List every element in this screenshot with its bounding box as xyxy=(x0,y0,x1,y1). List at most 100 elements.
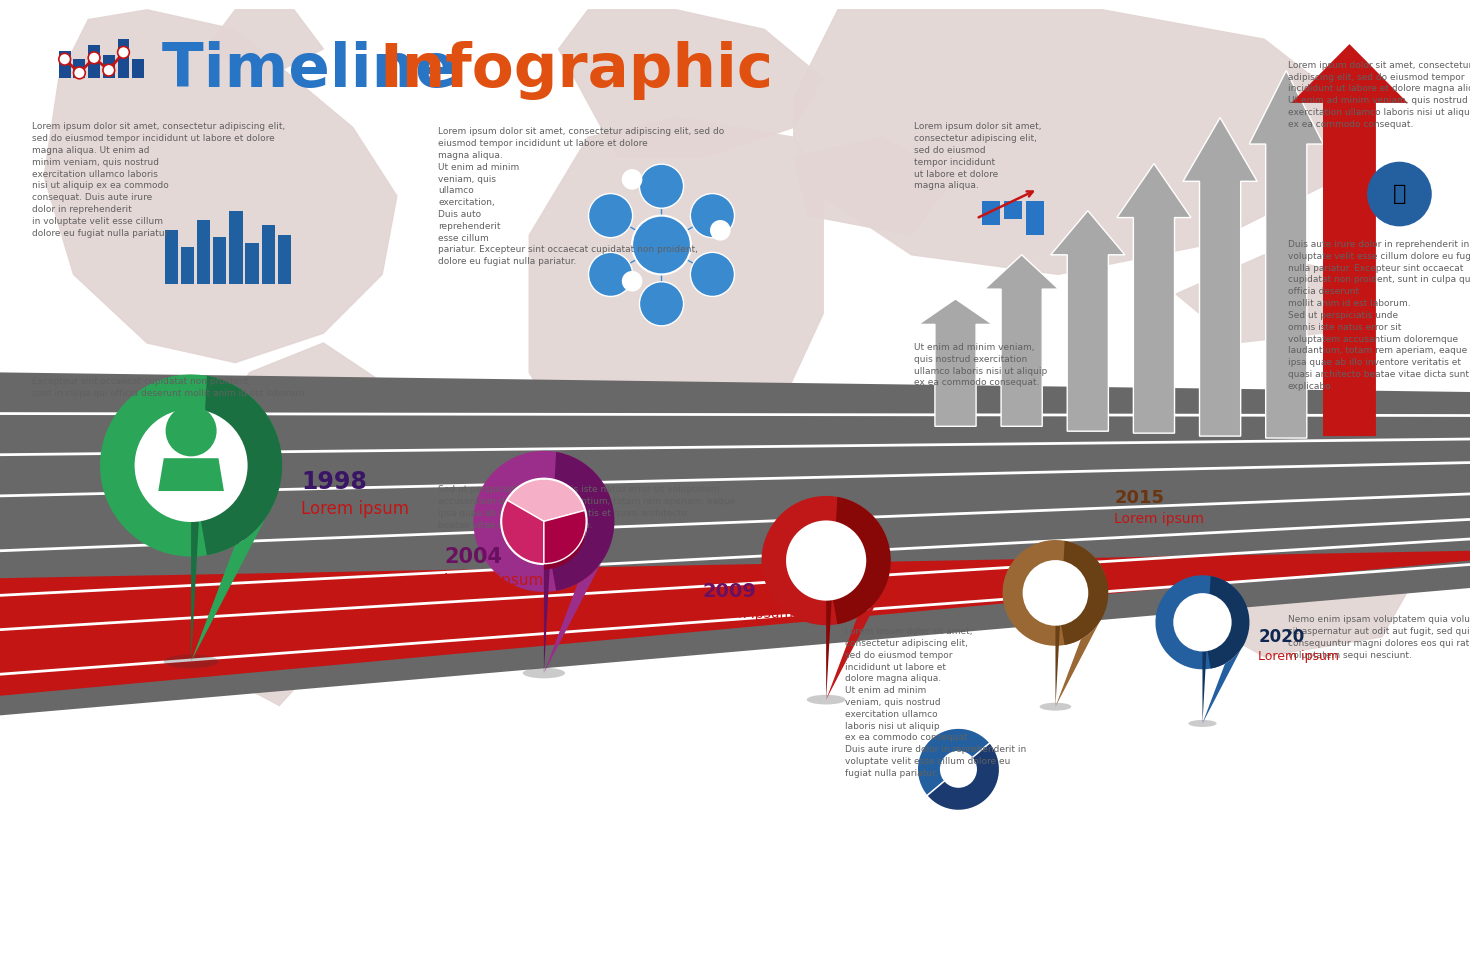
Text: Duis aute irure dolor in reprehenderit in
voluptate velit esse cillum dolore eu : Duis aute irure dolor in reprehenderit i… xyxy=(1288,240,1470,391)
Circle shape xyxy=(1367,162,1432,226)
Text: 1998: 1998 xyxy=(301,470,368,494)
Bar xyxy=(88,45,100,78)
Polygon shape xyxy=(529,118,823,510)
Polygon shape xyxy=(761,496,886,700)
Polygon shape xyxy=(919,299,992,426)
Bar xyxy=(1004,201,1022,219)
Bar xyxy=(245,243,259,284)
Bar xyxy=(213,237,226,284)
Text: 2020: 2020 xyxy=(1258,628,1304,646)
Circle shape xyxy=(632,216,691,274)
Bar xyxy=(103,55,115,78)
Text: Lorem ipsum: Lorem ipsum xyxy=(444,573,544,588)
Bar xyxy=(822,565,833,578)
Text: Ut enim ad minim veniam,
quis nostrud exercitation
ullamco laboris nisi ut aliqu: Ut enim ad minim veniam, quis nostrud ex… xyxy=(914,343,1048,387)
Polygon shape xyxy=(1202,576,1250,723)
Text: Excepteur sint occaecat cupidatat non proident,
sunt in culpa qui officia deseru: Excepteur sint occaecat cupidatat non pr… xyxy=(32,377,307,398)
Ellipse shape xyxy=(1039,703,1072,710)
Polygon shape xyxy=(191,343,412,706)
Text: Timeline: Timeline xyxy=(162,41,478,100)
Polygon shape xyxy=(1183,118,1257,436)
Bar xyxy=(262,225,275,284)
Ellipse shape xyxy=(807,695,845,705)
Circle shape xyxy=(691,252,735,296)
Circle shape xyxy=(166,406,216,457)
Polygon shape xyxy=(826,497,891,700)
Text: 🔗: 🔗 xyxy=(1392,184,1407,204)
Bar xyxy=(982,201,1000,225)
Wedge shape xyxy=(928,743,1000,810)
Circle shape xyxy=(588,252,632,296)
Polygon shape xyxy=(44,10,397,363)
Polygon shape xyxy=(794,137,956,235)
Polygon shape xyxy=(473,451,610,673)
Text: Lorem ipsum: Lorem ipsum xyxy=(301,501,409,518)
Ellipse shape xyxy=(163,655,219,668)
Circle shape xyxy=(74,67,85,78)
Polygon shape xyxy=(1051,211,1125,431)
Bar xyxy=(1026,201,1044,235)
Circle shape xyxy=(1023,561,1088,625)
Polygon shape xyxy=(1003,540,1105,707)
Text: 2015: 2015 xyxy=(1114,489,1164,507)
Text: Infographic: Infographic xyxy=(379,41,773,100)
Polygon shape xyxy=(985,255,1058,426)
Circle shape xyxy=(1173,593,1232,652)
Text: Sed ut perspiciatis unde omnis iste natus error sit voluptatem
accusantium dolor: Sed ut perspiciatis unde omnis iste natu… xyxy=(438,485,735,529)
Text: Lorem ipsum dolor sit amet,
consectetur adipiscing elit,
sed do eiusmod tempor
i: Lorem ipsum dolor sit amet, consectetur … xyxy=(845,627,1026,778)
Circle shape xyxy=(103,65,115,76)
Polygon shape xyxy=(1055,541,1108,707)
Text: 2004: 2004 xyxy=(444,547,501,566)
Bar xyxy=(118,39,129,78)
Bar xyxy=(278,235,291,284)
Polygon shape xyxy=(1291,44,1408,436)
Polygon shape xyxy=(1176,470,1426,657)
Ellipse shape xyxy=(1188,720,1217,727)
Circle shape xyxy=(639,164,684,208)
Wedge shape xyxy=(544,516,587,569)
Polygon shape xyxy=(1155,575,1247,723)
Wedge shape xyxy=(544,511,587,564)
Bar xyxy=(197,220,210,284)
Bar xyxy=(74,59,85,78)
Circle shape xyxy=(622,270,642,291)
Circle shape xyxy=(59,53,71,65)
Bar xyxy=(132,59,144,78)
Wedge shape xyxy=(917,728,989,796)
Polygon shape xyxy=(1176,255,1352,343)
Wedge shape xyxy=(501,500,544,564)
Bar xyxy=(229,211,243,284)
Text: Lorem ipsum: Lorem ipsum xyxy=(703,608,792,621)
Circle shape xyxy=(710,220,731,240)
Polygon shape xyxy=(100,374,276,662)
Polygon shape xyxy=(544,452,614,673)
Circle shape xyxy=(88,52,100,64)
Circle shape xyxy=(135,409,247,522)
Circle shape xyxy=(939,751,978,788)
Bar xyxy=(807,561,819,578)
Text: Nemo enim ipsam voluptatem quia voluptas
sit aspernatur aut odit aut fugit, sed : Nemo enim ipsam voluptatem quia voluptas… xyxy=(1288,615,1470,660)
Bar xyxy=(165,230,178,284)
Circle shape xyxy=(1202,597,1217,612)
Polygon shape xyxy=(1117,164,1191,433)
Polygon shape xyxy=(1250,71,1323,438)
Text: Lorem ipsum: Lorem ipsum xyxy=(1114,512,1204,525)
Circle shape xyxy=(118,46,129,58)
Circle shape xyxy=(588,194,632,237)
Circle shape xyxy=(639,282,684,325)
Text: 2009: 2009 xyxy=(703,582,757,602)
Polygon shape xyxy=(0,372,1470,715)
Circle shape xyxy=(500,477,588,565)
Text: Lorem ipsum: Lorem ipsum xyxy=(1258,650,1339,662)
Circle shape xyxy=(691,194,735,237)
Text: Lorem ipsum dolor sit amet,
consectetur adipiscing elit,
sed do eiusmod
tempor i: Lorem ipsum dolor sit amet, consectetur … xyxy=(914,122,1042,190)
Polygon shape xyxy=(159,459,223,491)
Text: Lorem ipsum dolor sit amet, consectetur adipiscing elit,
sed do eiusmod tempor i: Lorem ipsum dolor sit amet, consectetur … xyxy=(32,122,285,238)
Circle shape xyxy=(622,170,642,190)
Text: Lorem ipsum dolor sit amet, consectetur
adipiscing elit, sed do eiusmod tempor
i: Lorem ipsum dolor sit amet, consectetur … xyxy=(1288,61,1470,128)
Text: Lorem ipsum dolor sit amet, consectetur adipiscing elit, sed do
eiusmod tempor i: Lorem ipsum dolor sit amet, consectetur … xyxy=(438,127,725,267)
Bar xyxy=(836,554,848,578)
Wedge shape xyxy=(507,479,585,521)
Bar xyxy=(59,51,71,78)
Bar xyxy=(181,247,194,284)
